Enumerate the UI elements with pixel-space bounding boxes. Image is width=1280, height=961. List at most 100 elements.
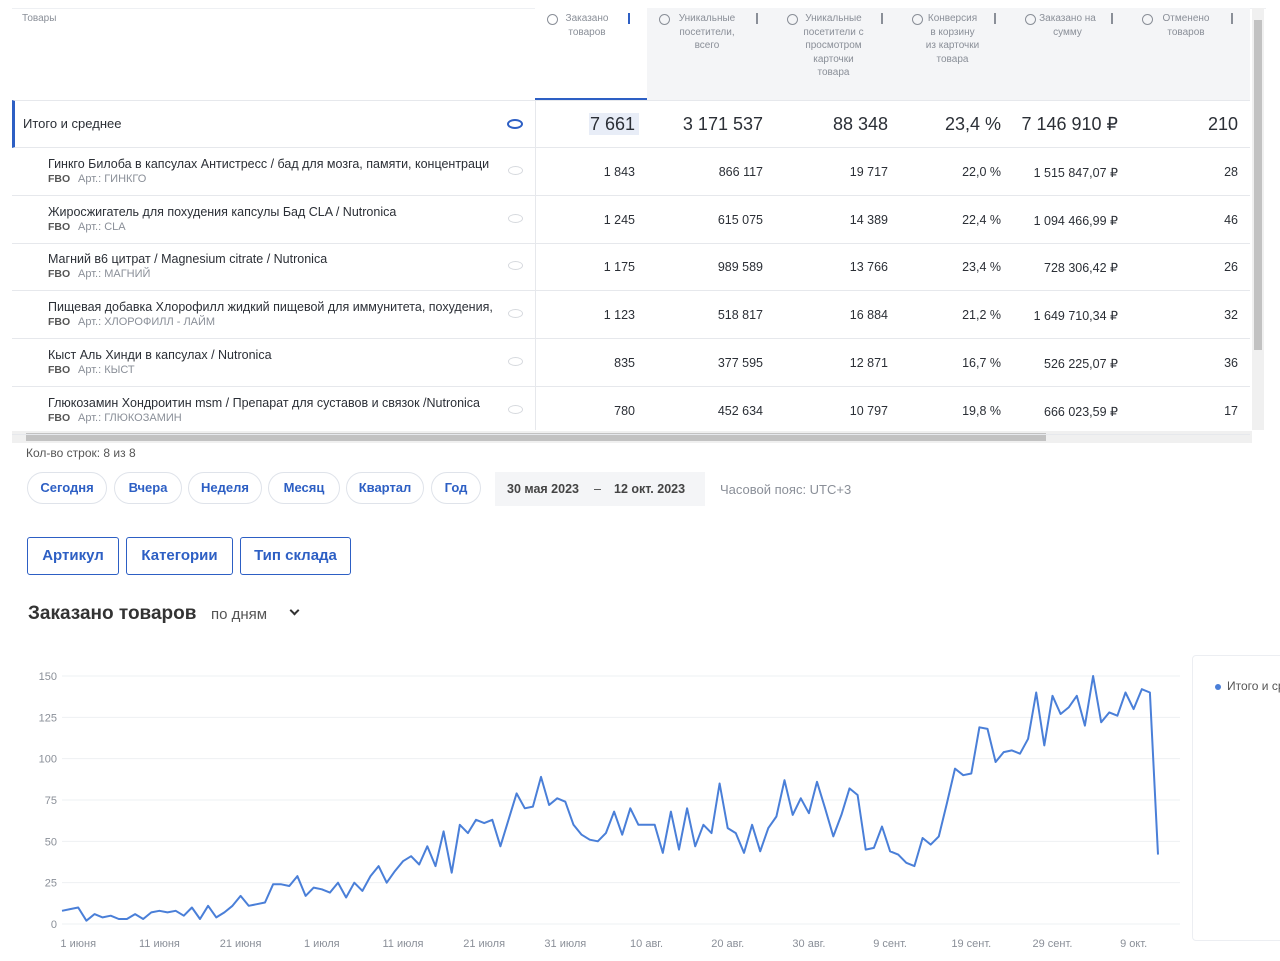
cell-value: 666 023,59 ₽ <box>1044 404 1118 419</box>
product-name[interactable]: Жиросжигатель для похудения капсулы Бад … <box>48 204 397 219</box>
hide-icon[interactable] <box>508 213 523 223</box>
help-icon[interactable] <box>787 14 798 25</box>
cell-value: 377 595 <box>717 355 763 370</box>
granularity[interactable]: по дням <box>211 606 268 623</box>
sort-arrow-line <box>1231 13 1233 24</box>
sku: Арт.: CLA <box>78 220 126 233</box>
x-tick-label: 9 окт. <box>1120 938 1147 950</box>
cell-value: 526 225,07 ₽ <box>1044 356 1118 371</box>
hide-icon[interactable] <box>508 261 523 271</box>
x-tick-label: 20 авг. <box>711 938 744 950</box>
row-border <box>12 195 1250 196</box>
fbo: FBO <box>48 268 71 281</box>
x-tick-label: 21 июля <box>463 938 505 950</box>
cell-value: 615 075 <box>717 212 763 227</box>
sort-arrow-line <box>881 13 883 24</box>
eye-icon[interactable] <box>507 119 523 129</box>
period-button[interactable]: Месяц <box>268 472 340 504</box>
product-name[interactable]: Магний в6 цитрат / Magnesium citrate / N… <box>48 252 328 267</box>
cell-value: 1 649 710,34 ₽ <box>1033 309 1118 324</box>
v-scroll-thumb[interactable] <box>1254 20 1262 350</box>
cell-value: 19 717 <box>849 165 888 179</box>
filter-button[interactable]: Категории <box>126 537 233 575</box>
hide-icon[interactable] <box>508 166 523 175</box>
fbo: FBO <box>48 411 71 424</box>
period-button[interactable]: Вчера <box>114 472 182 504</box>
column-header[interactable]: Уникальные посетители с просмотром карто… <box>803 13 864 78</box>
sku: Арт.: КЫСТ <box>78 363 135 376</box>
cell-value: 12 871 <box>849 355 888 370</box>
y-tick-label: 150 <box>39 671 57 683</box>
legend-marker <box>1215 684 1221 690</box>
period-button[interactable]: Неделя <box>188 472 262 504</box>
total-value: 7 661 <box>589 114 635 134</box>
column-header[interactable]: Отменено товаров <box>1162 13 1210 38</box>
fbo: FBO <box>48 316 71 329</box>
cell-value: 10 797 <box>849 403 888 418</box>
help-icon[interactable] <box>1025 14 1036 25</box>
cell-value: 835 <box>614 355 635 370</box>
date-to[interactable]: 12 окт. 2023 <box>614 482 686 496</box>
product-name[interactable]: Пищевая добавка Хлорофилл жидкий пищевой… <box>48 300 493 315</box>
filter-button[interactable]: Тип склада <box>240 537 351 575</box>
hide-icon[interactable] <box>508 404 523 414</box>
chevron[interactable] <box>289 605 300 616</box>
v-scrollbar[interactable] <box>1252 8 1264 430</box>
help-icon[interactable] <box>659 14 670 25</box>
row-border <box>12 338 1250 340</box>
sku: Арт.: ГИНКГО <box>78 173 147 185</box>
period-button[interactable]: Квартал <box>346 472 424 504</box>
cell-value: 19,8 % <box>962 403 1001 418</box>
date-sep: – <box>594 482 601 496</box>
column-header[interactable]: Уникальные посетители, всего <box>678 13 736 51</box>
cell-value: 1 094 466,99 ₽ <box>1033 213 1118 228</box>
x-tick-label: 29 сент. <box>1033 938 1073 950</box>
x-tick-label: 1 июля <box>304 938 340 950</box>
row-count: Кол-во строк: 8 из 8 <box>26 446 136 460</box>
h-scroll-thumb[interactable] <box>26 433 1046 441</box>
date-range-bg[interactable] <box>495 472 705 506</box>
cell-value: 1 245 <box>603 212 635 227</box>
sku: Арт.: ГЛЮКОЗАМИН <box>78 411 182 424</box>
column-header[interactable]: Конверсия в корзину из карточки товара <box>925 13 980 65</box>
help-icon[interactable] <box>1142 14 1153 25</box>
hide-icon[interactable] <box>508 356 523 366</box>
help-icon[interactable] <box>547 14 558 25</box>
column-header[interactable]: Заказано на сумму <box>1039 13 1096 38</box>
cell-value: 728 306,42 ₽ <box>1044 261 1118 276</box>
column-header: Товары <box>22 13 57 24</box>
total-value: 3 171 537 <box>682 114 763 134</box>
column-header[interactable]: Заказано товаров <box>565 13 609 38</box>
x-tick-label: 19 сент. <box>951 938 991 950</box>
row-border <box>12 385 1250 387</box>
y-tick-label: 50 <box>45 836 57 848</box>
highlight <box>589 113 639 135</box>
row-border <box>12 433 1250 435</box>
total-value: 23,4 % <box>944 114 1001 134</box>
period-button[interactable]: Год <box>431 472 481 504</box>
x-tick-label: 1 июня <box>60 938 96 950</box>
help-icon[interactable] <box>912 14 923 25</box>
cell-value: 21,2 % <box>962 308 1001 323</box>
total-value: 7 146 910 ₽ <box>1021 114 1118 134</box>
x-tick-label: 21 июня <box>220 938 262 950</box>
cell-value: 14 389 <box>849 212 888 227</box>
total-row <box>12 100 1250 148</box>
chart: 0 25 50 75 100 125 150 1 июня 11 июня 21 июня 1 ию… <box>39 671 1280 950</box>
product-name[interactable]: Глюкозамин Хондроитин msm / Препарат для… <box>48 395 481 410</box>
filter-button[interactable]: Артикул <box>27 537 119 575</box>
hide-icon[interactable] <box>508 309 523 319</box>
product-name[interactable]: Гинкго Билоба в капсулах Антистресс / ба… <box>48 157 490 171</box>
cell-value: 1 843 <box>603 165 635 179</box>
cell-value: 16,7 % <box>962 355 1001 370</box>
legend-box <box>1192 655 1280 941</box>
row-border <box>12 290 1250 292</box>
period-button[interactable]: Сегодня <box>27 472 107 504</box>
x-tick-label: 10 авг. <box>630 938 663 950</box>
col-divider <box>535 100 536 430</box>
sku: Арт.: ХЛОРОФИЛЛ - ЛАЙМ <box>78 316 216 329</box>
product-name[interactable]: Кыст Аль Хинди в капсулах / Nutronica <box>48 347 272 362</box>
date-from[interactable]: 30 мая 2023 <box>507 482 579 496</box>
cell-value: 1 123 <box>603 308 635 323</box>
sort-arrow-line <box>1111 13 1113 24</box>
